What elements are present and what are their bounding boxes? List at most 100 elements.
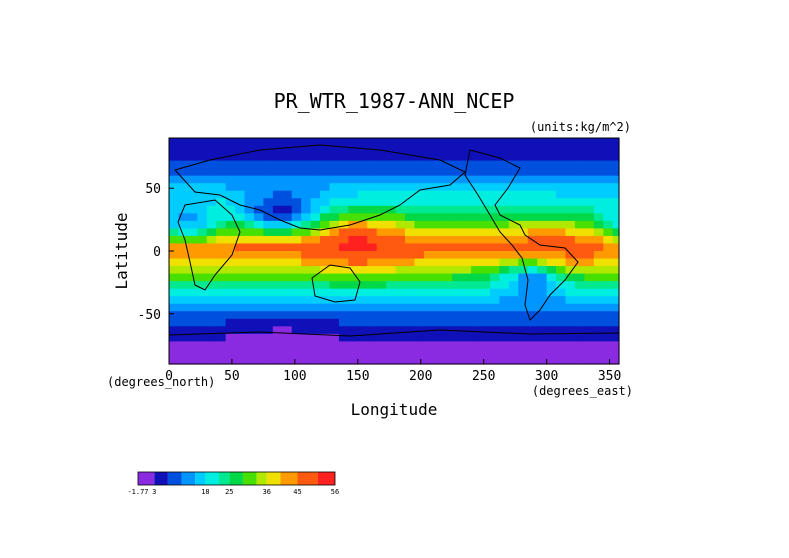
heatmap-cell [282,220,293,229]
heatmap-cell [338,303,349,312]
heatmap-cell [461,213,472,222]
heatmap-cell [593,326,604,335]
colorbar-swatch [167,472,182,485]
heatmap-cell [329,190,340,199]
heatmap-cell [253,341,265,350]
heatmap-cell [565,190,576,199]
x-tick-label: 250 [472,369,495,384]
heatmap-cell [537,258,548,267]
heatmap-cell [338,205,349,214]
heatmap-cell [471,348,482,358]
heatmap-cell [593,258,604,267]
heatmap-cell [423,205,434,214]
heatmap-cell [546,356,557,365]
heatmap-cell [216,266,227,275]
heatmap-cell [244,205,255,214]
heatmap-cell [338,251,349,260]
heatmap-cell [263,190,274,199]
heatmap-cell [471,303,482,312]
heatmap-cell [499,220,510,229]
heatmap-cell [461,138,472,147]
heatmap-cell [574,326,585,335]
heatmap-cell [565,251,576,260]
heatmap-cell [178,303,189,312]
heatmap-cell [329,258,340,267]
heatmap-cell [537,183,548,192]
heatmap-cell [489,333,501,342]
heatmap-cell [489,220,501,229]
heatmap-cell [461,251,472,260]
heatmap-cell [187,341,198,350]
heatmap-cell [480,341,491,350]
heatmap-cell [235,258,246,267]
heatmap-cell [216,213,227,222]
heatmap-cell [263,228,274,237]
heatmap-cell [216,183,227,192]
heatmap-cell [244,145,255,154]
heatmap-cell [272,213,283,222]
heatmap-cell [386,303,397,312]
heatmap-cell [329,183,340,192]
heatmap-cell [225,160,236,169]
heatmap-cell [480,333,491,342]
colorbar-swatch [256,472,267,485]
heatmap-cell [178,190,189,199]
heatmap-cell [348,311,359,320]
heatmap-cell [291,168,302,177]
heatmap-cell [253,183,265,192]
heatmap-cell [348,258,359,267]
heatmap-cell [537,145,548,154]
heatmap-cell [178,311,189,320]
heatmap-cell [537,348,548,358]
heatmap-cell [433,213,444,222]
heatmap-cell [348,213,359,222]
heatmap-cell [206,213,217,222]
heatmap-cell [376,348,387,358]
heatmap-cell [235,318,246,327]
heatmap-cell [546,311,557,320]
heatmap-cell [329,205,340,214]
heatmap-cell [433,251,444,260]
heatmap-cell [471,266,482,275]
heatmap-cell [263,333,274,342]
heatmap-cell [565,205,576,214]
heatmap-cell [206,205,217,214]
heatmap-cell [197,296,208,305]
heatmap-cell [612,348,620,358]
heatmap-cell [225,303,236,312]
heatmap-cell [471,175,482,184]
heatmap-cell [244,190,255,199]
heatmap-cell [395,348,406,358]
heatmap-cell [357,266,368,275]
heatmap-cell [499,281,510,290]
heatmap-cell [386,213,397,222]
heatmap-cell [357,318,368,327]
heatmap-cell [235,311,246,320]
heatmap-cell [206,281,217,290]
heatmap-cell [414,273,425,282]
heatmap-cell [556,213,567,222]
heatmap-cell [546,183,557,192]
heatmap-cell [546,258,557,267]
heatmap-cell [169,318,180,327]
heatmap-cell [584,288,595,297]
heatmap-cell [169,213,180,222]
heatmap-cell [405,326,416,335]
heatmap-cell [433,318,444,327]
heatmap-cell [376,213,387,222]
heatmap-cell [329,288,340,297]
heatmap-cell [574,311,585,320]
heatmap-cell [301,281,312,290]
heatmap-cell [291,251,302,260]
heatmap-cell [612,318,620,327]
heatmap-cell [556,168,567,177]
heatmap-cell [508,333,519,342]
colorbar-swatch [229,472,243,485]
heatmap-cell [291,205,302,214]
heatmap-cell [338,213,349,222]
heatmap-cell [574,160,585,169]
heatmap-cell [489,168,501,177]
heatmap-cell [263,266,274,275]
heatmap-cell [244,243,255,252]
heatmap-cell [452,281,463,290]
